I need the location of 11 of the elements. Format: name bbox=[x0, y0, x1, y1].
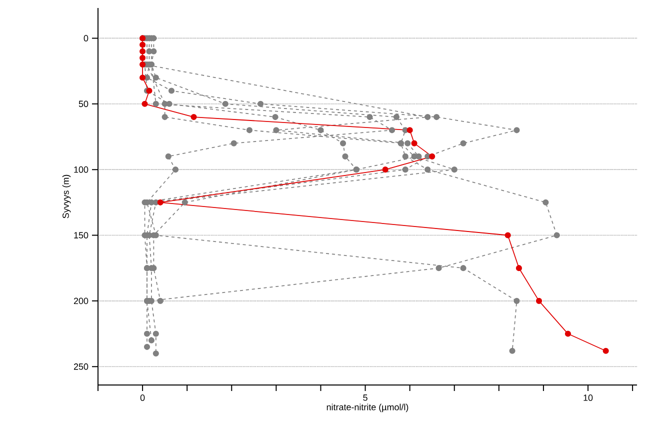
y-tick-label: 50 bbox=[78, 100, 88, 108]
x-tick-label: 0 bbox=[140, 394, 145, 401]
x-axis-title: nitrate-nitrite (µmol/l) bbox=[326, 404, 408, 412]
y-axis-title: Syvyys (m) bbox=[62, 174, 71, 218]
y-tick-label: 150 bbox=[74, 232, 88, 238]
x-tick-label: 10 bbox=[584, 394, 593, 401]
x-tick-label: 5 bbox=[363, 394, 368, 401]
y-tick-label: 200 bbox=[74, 298, 88, 304]
y-tick-label: 0 bbox=[84, 35, 88, 42]
y-tick-label: 100 bbox=[74, 166, 88, 173]
y-tick-label: 250 bbox=[74, 363, 88, 370]
